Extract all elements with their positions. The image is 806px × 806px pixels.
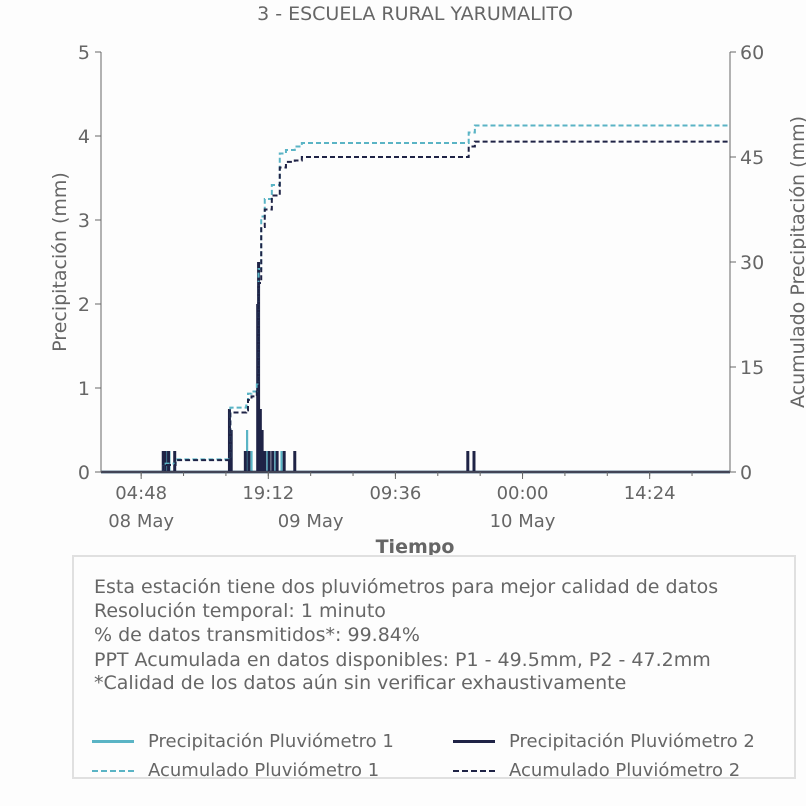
y-tick-label: 5: [78, 42, 90, 64]
legend-a1: Acumulado Pluviómetro 1: [92, 760, 379, 781]
legend-p1: Precipitación Pluviómetro 1: [92, 731, 394, 752]
y-tick-label: 4: [78, 126, 90, 148]
legend-label-p1: Precipitación Pluviómetro 1: [148, 731, 394, 752]
y2-tick-label: 60: [740, 42, 764, 64]
legend-label-p2: Precipitación Pluviómetro 2: [509, 731, 755, 752]
y-tick-label: 1: [78, 378, 90, 400]
info-line-transmitted: % de datos transmitidos*: 99.84%: [94, 624, 420, 646]
y-tick-label: 0: [78, 462, 90, 484]
info-line-accumulated: PPT Acumulada en datos disponibles: P1 -…: [94, 649, 711, 671]
info-line-stations: Esta estación tiene dos pluviómetros par…: [94, 576, 719, 598]
legend-swatch-a2: [453, 769, 495, 772]
legend-swatch-a1: [92, 769, 134, 772]
x-tick-label: 00:00: [497, 483, 549, 504]
info-box: Esta estación tiene dos pluviómetros par…: [72, 555, 796, 781]
y-tick-label: 3: [78, 210, 90, 232]
legend-label-a1: Acumulado Pluviómetro 1: [148, 760, 380, 781]
legend-swatch-p1: [92, 740, 134, 743]
y2-tick-label: 15: [740, 357, 764, 379]
y-tick-label: 2: [78, 294, 90, 316]
cumulative-p2-line: [101, 140, 730, 473]
precip-p1-bars: [101, 262, 730, 474]
x-date-label: 10 May: [490, 511, 556, 532]
info-line-quality-note: *Calidad de los datos aún sin verificar …: [94, 672, 627, 694]
y2-tick-label: 45: [740, 147, 764, 169]
x-tick-label: 14:24: [624, 483, 676, 504]
legend-label-a2: Acumulado Pluviómetro 2: [509, 760, 741, 781]
x-date-label: 08 May: [108, 511, 174, 532]
x-tick-label: 19:12: [242, 483, 294, 504]
cumulative-p1-line: [101, 124, 730, 473]
y2-axis-label: Acumulado Precipitación (mm): [787, 116, 806, 408]
x-tick-label: 04:48: [115, 483, 167, 504]
y2-tick-label: 30: [740, 252, 764, 274]
x-tick-label: 09:36: [369, 483, 421, 504]
x-date-label: 09 May: [278, 511, 344, 532]
precip-p2-bars: [101, 262, 730, 474]
y2-tick-label: 0: [740, 462, 752, 484]
chart-title: 3 - ESCUELA RURAL YARUMALITO: [257, 3, 573, 25]
x-axis-label: Tiempo: [376, 536, 455, 558]
info-line-resolution: Resolución temporal: 1 minuto: [94, 600, 386, 622]
legend-p2: Precipitación Pluviómetro 2: [453, 731, 755, 752]
legend-swatch-p2: [453, 740, 495, 743]
legend-a2: Acumulado Pluviómetro 2: [453, 760, 740, 781]
y-axis-label: Precipitación (mm): [49, 172, 71, 352]
